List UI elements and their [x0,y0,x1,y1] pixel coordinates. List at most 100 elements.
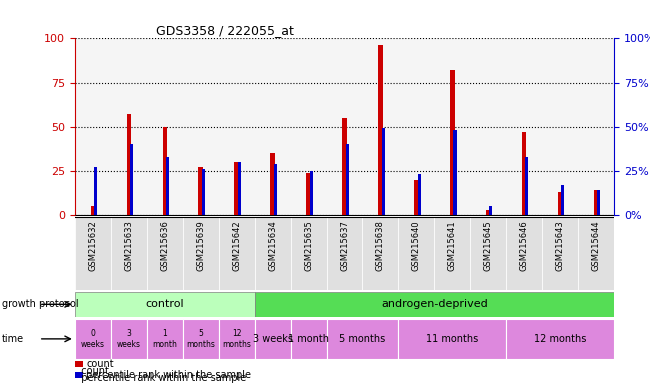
Text: GSM215635: GSM215635 [304,220,313,271]
Bar [94,167,97,215]
Text: 5
months: 5 months [186,329,215,349]
Bar [255,38,291,215]
Bar [147,38,183,215]
Bar [274,164,277,215]
Bar [75,361,83,367]
Bar [147,217,183,290]
Text: GSM215646: GSM215646 [520,220,529,271]
Text: GSM215641: GSM215641 [448,220,457,271]
Text: 5 months: 5 months [339,334,385,344]
Text: 0
weeks: 0 weeks [81,329,105,349]
Bar [578,38,614,215]
Bar [255,292,614,317]
Bar [111,38,147,215]
Bar [183,38,218,215]
Bar [75,217,110,290]
Bar [218,319,255,359]
Bar [309,171,313,215]
Bar [506,38,542,215]
Bar [90,206,95,215]
Bar [270,153,275,215]
Bar [343,118,346,215]
Bar [238,162,240,215]
Bar [291,319,326,359]
Bar [594,190,599,215]
Bar [414,180,419,215]
Bar [378,45,383,215]
Bar [75,38,110,215]
Text: GSM215642: GSM215642 [232,220,241,271]
Bar [326,38,363,215]
Bar [291,217,326,290]
Bar [183,217,218,290]
Bar [183,319,218,359]
Text: percentile rank within the sample: percentile rank within the sample [86,370,251,380]
Bar [111,217,147,290]
Text: androgen-deprived: androgen-deprived [381,299,488,310]
Bar [130,144,133,215]
Bar [198,167,203,215]
Text: 1 month: 1 month [288,334,329,344]
Bar [291,38,326,215]
Bar [363,217,398,290]
Text: count: count [75,366,109,376]
Text: 12
months: 12 months [222,329,251,349]
Bar [542,217,578,290]
Bar [450,70,454,215]
Bar [489,206,493,215]
Bar [75,319,110,359]
Bar [363,38,398,215]
Text: GSM215632: GSM215632 [88,220,98,271]
Text: GDS3358 / 222055_at: GDS3358 / 222055_at [156,24,294,37]
Bar [235,162,239,215]
Bar [398,38,434,215]
Text: growth protocol: growth protocol [2,299,79,310]
Bar [486,210,491,215]
Bar [578,217,614,290]
Text: GSM215644: GSM215644 [592,220,601,271]
Text: 11 months: 11 months [426,334,478,344]
Bar [597,190,601,215]
Bar [398,319,506,359]
Bar [166,157,169,215]
Bar [398,217,434,290]
Text: 3 weeks: 3 weeks [253,334,292,344]
Text: percentile rank within the sample: percentile rank within the sample [75,373,246,383]
Bar [162,127,167,215]
Text: 1
month: 1 month [152,329,177,349]
Text: GSM215636: GSM215636 [160,220,169,271]
Bar [75,292,255,317]
Bar [506,319,614,359]
Bar [382,129,385,215]
Text: GSM215633: GSM215633 [124,220,133,271]
Text: GSM215643: GSM215643 [556,220,565,271]
Bar [255,217,291,290]
Bar [454,130,456,215]
Bar [417,174,421,215]
Bar [326,319,398,359]
Bar [562,185,564,215]
Text: GSM215637: GSM215637 [340,220,349,271]
Bar [558,192,562,215]
Bar [111,319,147,359]
Bar [525,157,528,215]
Bar [202,169,205,215]
Bar [506,217,542,290]
Bar [434,217,471,290]
Text: count: count [86,359,114,369]
Bar [75,372,83,379]
Text: control: control [146,299,184,310]
Bar [306,173,311,215]
Text: GSM215640: GSM215640 [412,220,421,271]
Bar [127,114,131,215]
Text: 12 months: 12 months [534,334,586,344]
Bar [326,217,363,290]
Bar [346,144,348,215]
Bar [471,38,506,215]
Text: GSM215639: GSM215639 [196,220,205,271]
Bar [522,132,526,215]
Text: time: time [2,334,24,344]
Bar [542,38,578,215]
Text: 3
weeks: 3 weeks [117,329,140,349]
Bar [218,38,255,215]
